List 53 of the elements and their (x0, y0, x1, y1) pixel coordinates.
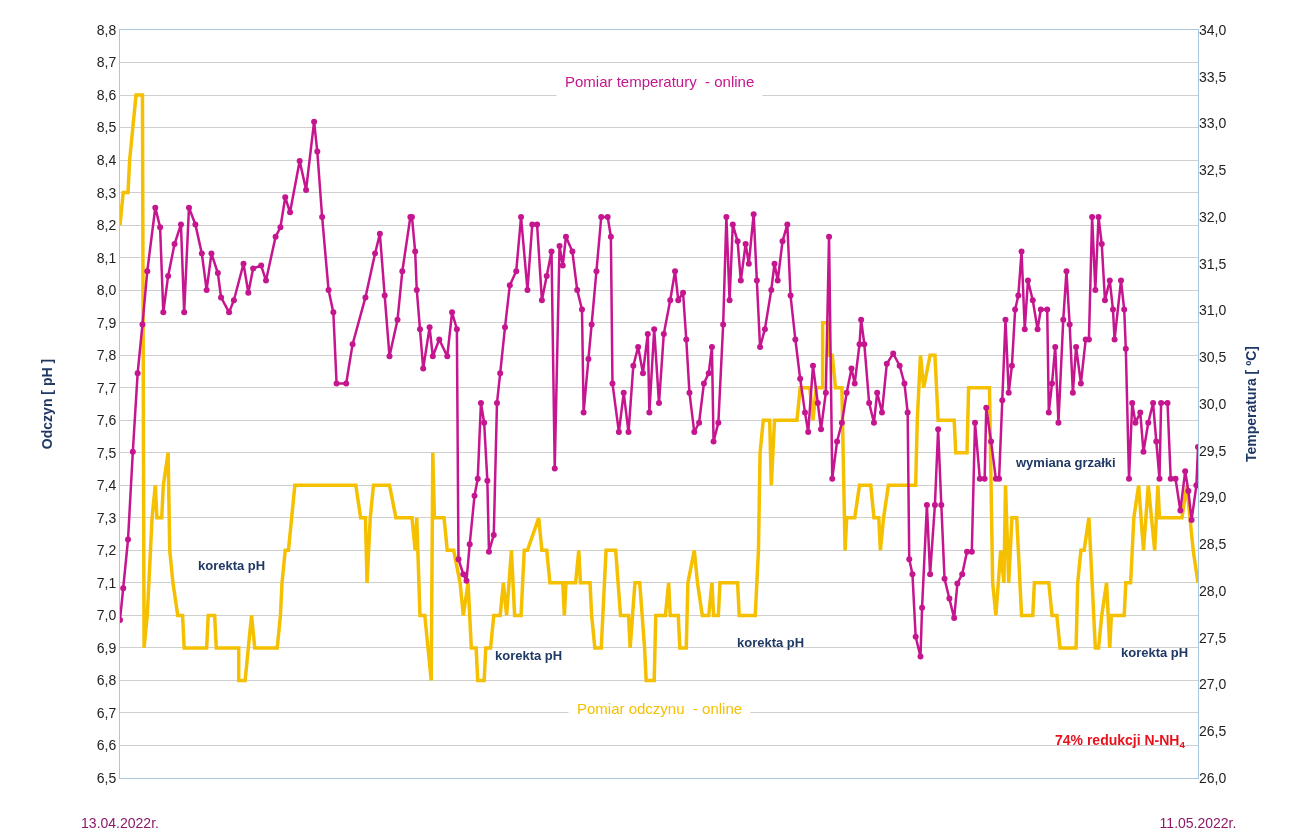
annotation: korekta pH (737, 635, 805, 650)
y-tick-label: 8,7 (96, 54, 117, 71)
annotation: 74% redukcji N-NH$_{4}$ (1055, 732, 1186, 750)
y-tick-label: 6,5 (96, 769, 117, 786)
annotation: korekta pH (495, 648, 563, 663)
y2-tick-label: 32,5 (1199, 162, 1227, 179)
y2-tick-label: 31,0 (1199, 302, 1227, 319)
y2-tick-label: 33,5 (1199, 68, 1227, 85)
y-tick-label: 8,4 (96, 151, 117, 168)
y2-tick-label: 27,0 (1199, 676, 1227, 693)
y-tick-label: 8,0 (96, 282, 117, 299)
y-tick-label: 7,2 (96, 542, 117, 559)
y-tick-label: 7,3 (96, 509, 117, 526)
annotation: korekta pH (198, 558, 266, 573)
y-tick-label: 8,3 (96, 184, 117, 201)
y2-tick-label: 31,5 (1199, 255, 1227, 272)
series-label: Pomiar odczynu - online (577, 700, 743, 717)
y2-tick-label: 28,5 (1199, 536, 1227, 553)
y-tick-label: 7,8 (96, 347, 117, 364)
text: Pomiar temperatury - online (565, 73, 755, 90)
y-tick-label: 6,8 (96, 672, 117, 689)
y-tick-label: 6,7 (96, 704, 117, 721)
y-axis-title: Odczyn [ pH ] (39, 358, 56, 450)
y2-tick-label: 29,5 (1199, 442, 1227, 459)
y2-tick-label: 34,0 (1199, 21, 1227, 38)
y2-tick-label: 30,0 (1199, 395, 1227, 412)
x-tick-label: 11.05.2022r. (1159, 814, 1237, 831)
y-tick-label: 8,8 (96, 21, 117, 38)
y-tick-label: 7,4 (96, 477, 117, 494)
y-tick-label: 7,1 (96, 574, 117, 591)
y2-tick-label: 33,0 (1199, 115, 1227, 132)
y2-tick-label: 32,0 (1199, 208, 1227, 225)
x-tick-label: 13.04.2022r. (81, 814, 159, 831)
y-tick-label: 8,2 (96, 217, 117, 234)
y2-tick-label: 28,0 (1199, 582, 1227, 599)
y2-tick-label: 29,0 (1199, 489, 1227, 506)
y-tick-label: 6,9 (96, 639, 117, 656)
y2-tick-label: 30,5 (1199, 349, 1227, 366)
y2-axis-title: Temperatura [ ºC] (1242, 345, 1259, 463)
y-tick-label: 6,6 (96, 737, 117, 754)
y-tick-label: 8,6 (96, 86, 117, 103)
annotation: wymiana grzałki (1015, 455, 1116, 470)
y-tick-label: 7,6 (96, 412, 117, 429)
y-tick-label: 8,5 (96, 119, 117, 136)
annotation: korekta pH (1121, 645, 1189, 660)
y2-tick-label: 26,5 (1199, 723, 1227, 740)
y2-tick-label: 27,5 (1199, 629, 1227, 646)
y-tick-label: 7,7 (96, 379, 117, 396)
y-tick-label: 7,0 (96, 607, 117, 624)
y-tick-label: 7,5 (96, 444, 117, 461)
y-tick-label: 8,1 (96, 249, 117, 266)
y2-tick-label: 26,0 (1199, 769, 1227, 786)
y-tick-label: 7,9 (96, 314, 117, 331)
